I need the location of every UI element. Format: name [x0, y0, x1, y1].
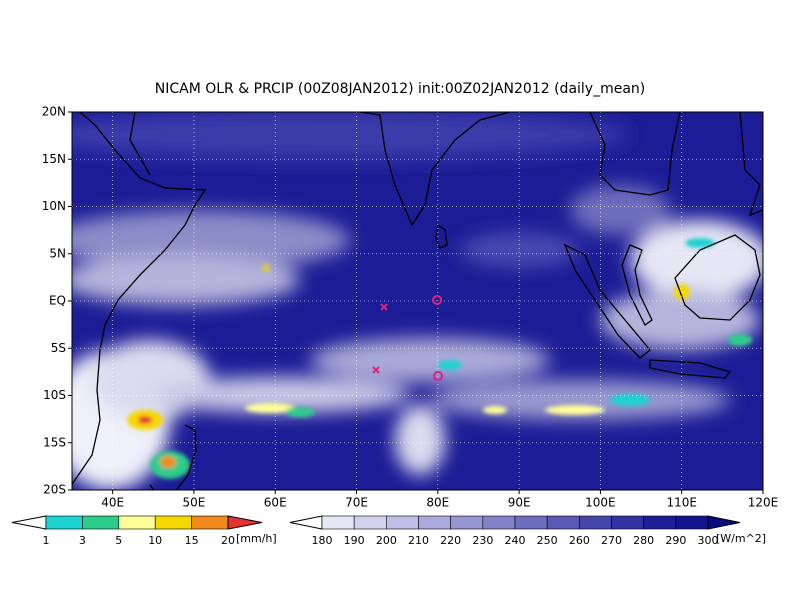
legend-swatch: [386, 515, 419, 530]
legend-label: 300: [698, 534, 719, 547]
legend-swatch: [675, 515, 709, 530]
lat-label: 20N: [42, 105, 66, 119]
legend-label: 15: [185, 534, 199, 547]
lat-label: 20S: [43, 483, 66, 497]
legend-label: 190: [344, 534, 365, 547]
legend-unit: [mm/h]: [236, 532, 277, 545]
lat-label: 15N: [42, 152, 66, 166]
lon-label: 110E: [666, 496, 697, 510]
lat-label: 10N: [42, 199, 66, 213]
legend-label: 20: [221, 534, 235, 547]
legend-swatch: [45, 515, 83, 530]
legend-label: 280: [633, 534, 654, 547]
lat-label: 5N: [49, 246, 66, 260]
legend-swatch: [82, 515, 120, 530]
legend-label: 290: [665, 534, 686, 547]
legend-swatch: [579, 515, 612, 530]
legend-swatch: [514, 515, 548, 530]
lon-label: 80E: [426, 496, 449, 510]
title: NICAM OLR & PRCIP (00Z08JAN2012) init:00…: [155, 81, 646, 97]
legend-arrow: [11, 515, 47, 530]
legend-swatch: [118, 515, 156, 530]
lon-label: 100E: [585, 496, 616, 510]
x-marker: [372, 366, 380, 374]
x-marker: [380, 303, 388, 311]
lon-label: 40E: [101, 496, 124, 510]
legend-swatch: [154, 515, 192, 530]
legend-label: 10: [148, 534, 162, 547]
legend-label: 210: [408, 534, 429, 547]
legend-swatch: [546, 515, 580, 530]
legend-label: 3: [79, 534, 86, 547]
legend-swatch: [482, 515, 516, 530]
lon-label: 50E: [183, 496, 206, 510]
legend-swatch: [611, 515, 644, 530]
map: [72, 112, 763, 490]
legend-label: 260: [569, 534, 590, 547]
legends: 1 3 5 10 15 20 [mm/h] 180 190 200 210 220 230 240 250 2…: [11, 515, 766, 547]
legend-swatch: [450, 515, 484, 530]
legend-label: 240: [505, 534, 526, 547]
legend-label: 5: [115, 534, 122, 547]
legend-swatch: [191, 515, 229, 530]
legend-label: 270: [601, 534, 622, 547]
legend-label: 250: [537, 534, 558, 547]
legend-swatch: [418, 515, 451, 530]
lon-label: 90E: [508, 496, 531, 510]
lat-label: 15S: [43, 435, 66, 449]
markers: [372, 295, 443, 381]
legend-swatch: [643, 515, 677, 530]
coastlines: [72, 112, 763, 490]
lon-label: 70E: [345, 496, 368, 510]
legend-arrow: [289, 515, 323, 530]
precip-cells: [127, 238, 752, 479]
lon-label: 120E: [748, 496, 779, 510]
legend-arrow: [227, 515, 263, 530]
legend-swatch: [321, 515, 355, 530]
o-marker: [432, 295, 442, 305]
lon-label: 60E: [264, 496, 287, 510]
legend-swatch: [353, 515, 387, 530]
legend-label: 230: [472, 534, 493, 547]
gridlines: [72, 112, 763, 490]
legend-label: 220: [440, 534, 461, 547]
lat-label: 5S: [51, 341, 66, 355]
legend-label: 200: [376, 534, 397, 547]
legend-arrow: [707, 515, 741, 530]
legend-label: 180: [312, 534, 333, 547]
o-marker: [433, 371, 443, 381]
lat-label: 10S: [43, 388, 66, 402]
legend-unit: [W/m^2]: [716, 532, 766, 545]
lat-label: EQ: [49, 294, 66, 308]
legend-label: 1: [43, 534, 50, 547]
